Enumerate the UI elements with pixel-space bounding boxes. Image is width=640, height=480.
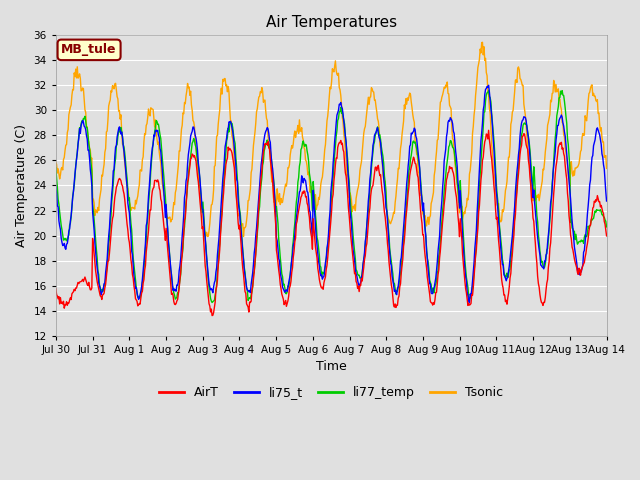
AirT [603, 233, 611, 239]
li75_t [52, 183, 60, 189]
Tsonic [479, 39, 486, 45]
li77_temp [399, 247, 406, 253]
li75_t [175, 278, 182, 284]
li75_t [414, 150, 422, 156]
X-axis label: Time: Time [316, 360, 347, 373]
Line: li75_t: li75_t [56, 85, 607, 303]
li77_temp [208, 300, 216, 305]
li77_temp [204, 267, 211, 273]
li75_t [603, 198, 611, 204]
Legend: AirT, li75_t, li77_temp, Tsonic: AirT, li75_t, li77_temp, Tsonic [154, 382, 508, 405]
Tsonic [239, 234, 247, 240]
Tsonic [415, 170, 423, 176]
AirT [175, 291, 182, 297]
li75_t [398, 245, 406, 251]
AirT [62, 302, 70, 308]
AirT [204, 286, 211, 291]
li77_temp [62, 236, 70, 241]
li77_temp [175, 289, 182, 295]
Tsonic [399, 124, 406, 130]
li75_t [466, 300, 474, 306]
AirT [399, 256, 406, 262]
AirT [484, 127, 492, 133]
li77_temp [415, 159, 423, 165]
Tsonic [603, 166, 611, 171]
Line: Tsonic: Tsonic [56, 42, 607, 237]
AirT [208, 312, 216, 318]
li77_temp [118, 133, 126, 139]
Tsonic [62, 142, 70, 148]
Tsonic [204, 234, 211, 240]
AirT [118, 183, 126, 189]
li75_t [484, 83, 492, 88]
Text: MB_tule: MB_tule [61, 43, 117, 56]
li77_temp [603, 224, 611, 230]
li77_temp [52, 165, 60, 170]
Tsonic [175, 162, 182, 168]
li75_t [118, 134, 126, 140]
li77_temp [558, 88, 566, 94]
AirT [52, 286, 60, 292]
li75_t [204, 264, 211, 269]
AirT [415, 186, 423, 192]
Line: li77_temp: li77_temp [56, 91, 607, 302]
li75_t [62, 246, 70, 252]
Tsonic [118, 141, 126, 147]
Y-axis label: Air Temperature (C): Air Temperature (C) [15, 124, 28, 247]
Title: Air Temperatures: Air Temperatures [266, 15, 397, 30]
Line: AirT: AirT [56, 130, 607, 315]
Tsonic [52, 159, 60, 165]
